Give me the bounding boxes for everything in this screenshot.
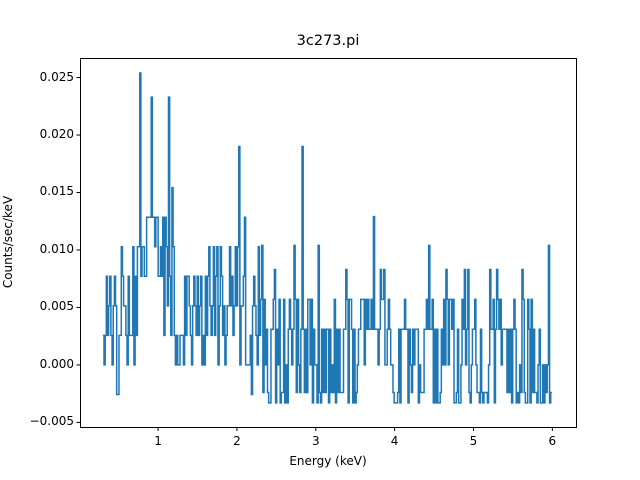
x-tick-label: 3 xyxy=(311,434,320,448)
spectrum-line xyxy=(102,72,552,404)
x-tick-label: 6 xyxy=(548,434,557,448)
spectrum-series xyxy=(102,72,552,404)
axis-ticks xyxy=(76,77,553,431)
x-tick-label: 5 xyxy=(469,434,478,448)
x-tick-label: 2 xyxy=(233,434,241,448)
y-tick-label: 0.000 xyxy=(39,356,74,371)
y-tick-label: 0.010 xyxy=(39,241,74,256)
chart-title: 3c273.pi xyxy=(296,33,360,49)
x-axis-label: Energy (keV) xyxy=(289,454,367,468)
x-tick-label: 4 xyxy=(390,434,399,448)
y-axis-label: Counts/sec/keV xyxy=(1,195,15,289)
y-tick-label: 0.015 xyxy=(39,184,74,199)
y-tick-label: −0.005 xyxy=(29,414,74,429)
x-tick-label: 1 xyxy=(154,434,162,448)
axes-frame xyxy=(80,58,577,428)
y-tick-label: 0.020 xyxy=(39,127,74,142)
y-tick-label: 0.025 xyxy=(39,69,74,84)
y-tick-label: 0.005 xyxy=(39,299,74,314)
